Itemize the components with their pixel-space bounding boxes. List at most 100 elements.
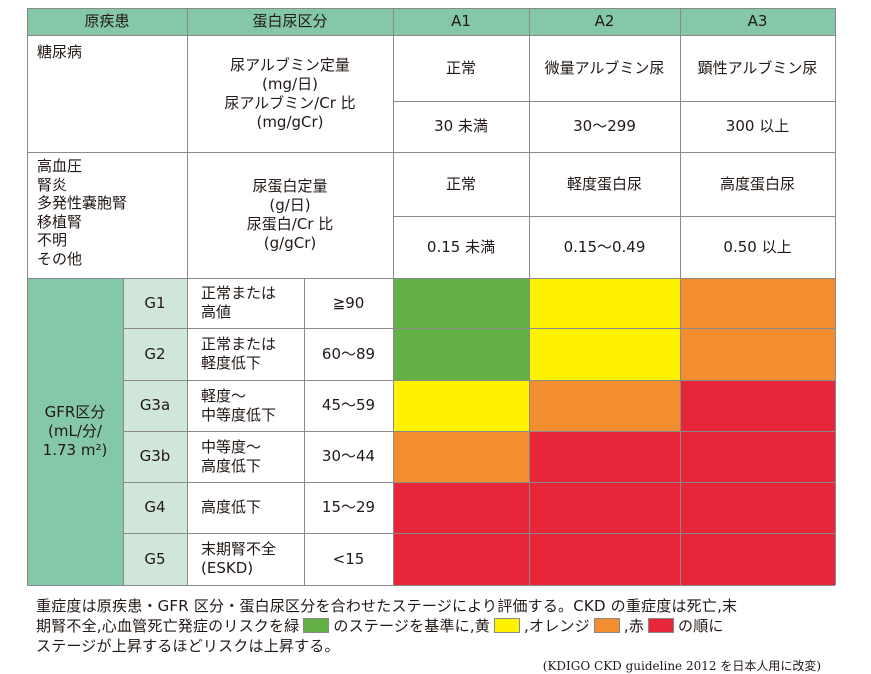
albumin-a1-range: 30 未満 [393, 101, 529, 152]
gfr-stage-g5: G5 [123, 533, 187, 585]
gfr-range-g3b: 30〜44 [304, 431, 393, 482]
disease-other-3: 多発性嚢胞腎 [37, 194, 128, 212]
border-albumin-mid [393, 101, 835, 102]
risk-cell-g1-a1 [393, 278, 529, 328]
risk-cell-g3b-a1 [393, 431, 529, 482]
protein-a2-label: 軽度蛋白尿 [529, 152, 680, 216]
gfr-row-divider [123, 380, 835, 381]
risk-cell-g3a-a1 [393, 380, 529, 431]
measure-albumin-line4: (mg/gCr) [256, 112, 324, 131]
border-top [27, 8, 835, 9]
gfr-stage-g3a: G3a [123, 380, 187, 431]
border-diabetes-bottom [27, 152, 835, 153]
gfr-desc-g4: 高度低下 [187, 482, 304, 533]
measure-albumin: 尿アルブミン定量 (mg/日) 尿アルブミン/Cr 比 (mg/gCr) [187, 35, 393, 152]
border-right [835, 8, 836, 585]
risk-cell-g3a-a2 [529, 380, 680, 431]
border-col1 [187, 8, 188, 278]
gfr-range-g1: ≧90 [304, 278, 393, 328]
disease-other-1: 高血圧 [37, 157, 83, 175]
gfr-stage-g2: G2 [123, 328, 187, 380]
gfr-desc-g3b: 中等度〜 高度低下 [187, 431, 304, 482]
gfr-row-divider [123, 431, 835, 432]
albumin-a2-range: 30〜299 [529, 101, 680, 152]
protein-a3-range: 0.50 以上 [680, 216, 835, 278]
green-swatch [303, 618, 330, 633]
disease-other-list: 高血圧 腎炎 多発性嚢胞腎 移植腎 不明 その他 [27, 152, 187, 278]
protein-a1-label: 正常 [393, 152, 529, 216]
note-line2-part2: のステージを基準に,黄 [333, 617, 491, 635]
disease-other-6: その他 [37, 249, 83, 268]
gfr-stage-g4: G4 [123, 482, 187, 533]
risk-cell-g1-a2 [529, 278, 680, 328]
gfr-category-label: GFR区分 (mL/分/ 1.73 m²) [27, 278, 123, 585]
header-disease: 原疾患 [27, 8, 187, 35]
note-line2-part3: ,オレンジ [524, 617, 590, 635]
risk-cell-g3a-a3 [680, 380, 835, 431]
border-bottom [27, 585, 835, 586]
measure-protein-line1: 尿蛋白定量 [252, 177, 328, 195]
gfr-stage-g3b: G3b [123, 431, 187, 482]
border-col3 [529, 8, 530, 585]
risk-cell-g2-a3 [680, 328, 835, 380]
gfr-label-line1: GFR区分 [44, 403, 106, 421]
measure-protein: 尿蛋白定量 (g/日) 尿蛋白/Cr 比 (g/gCr) [187, 152, 393, 278]
risk-cell-g5-a3 [680, 533, 835, 585]
albumin-a3-range: 300 以上 [680, 101, 835, 152]
risk-cell-g4-a3 [680, 482, 835, 533]
measure-protein-line4: (g/gCr) [263, 234, 317, 252]
yellow-swatch [494, 618, 521, 633]
risk-cell-g4-a2 [529, 482, 680, 533]
risk-cell-g5-a2 [529, 533, 680, 585]
border-left [27, 8, 28, 585]
border-col2 [393, 8, 394, 585]
protein-a2-range: 0.15〜0.49 [529, 216, 680, 278]
explanatory-note: 重症度は原疾患・GFR 区分・蛋白尿区分を合わせたステージにより評価する。CKD… [36, 596, 836, 656]
red-swatch [648, 618, 674, 633]
source-citation: (KDIGO CKD guideline 2012 を日本人用に改変) [542, 659, 821, 673]
gfr-desc-g3a: 軽度〜 中等度低下 [187, 380, 304, 431]
gfr-range-g3a: 45〜59 [304, 380, 393, 431]
orange-swatch [593, 618, 620, 633]
albumin-a3-label: 顕性アルブミン尿 [680, 35, 835, 101]
risk-cell-g2-a1 [393, 328, 529, 380]
border-gfr-stage [187, 278, 188, 585]
risk-cell-g3b-a3 [680, 431, 835, 482]
disease-other-5: 不明 [37, 231, 68, 249]
header-a3: A3 [680, 8, 835, 35]
note-line2-part1: 期腎不全,心血管死亡発症のリスクを緑 [36, 617, 300, 635]
border-protein-mid [393, 216, 835, 217]
gfr-row-divider [123, 533, 835, 534]
gfr-label-line2: (mL/分/ [48, 422, 102, 440]
albumin-a2-label: 微量アルブミン尿 [529, 35, 680, 101]
disease-other-4: 移植腎 [37, 212, 83, 231]
note-line2-part4: ,赤 [623, 617, 644, 635]
note-line2-part5: の順に [678, 617, 724, 635]
risk-cell-g5-a1 [393, 533, 529, 585]
note-line2: 期腎不全,心血管死亡発症のリスクを緑 のステージを基準に,黄 ,オレンジ ,赤 の順に [36, 616, 836, 636]
gfr-range-g5: <15 [304, 533, 393, 585]
note-line3: ステージが上昇するほどリスクは上昇する。 [36, 637, 340, 655]
risk-cell-g2-a2 [529, 328, 680, 380]
gfr-row-divider [123, 328, 835, 329]
measure-albumin-line2: (mg/日) [262, 74, 318, 93]
gfr-desc-g2: 正常または 軽度低下 [187, 328, 304, 380]
measure-albumin-line3: 尿アルブミン/Cr 比 [224, 93, 356, 112]
border-header [27, 35, 835, 36]
header-proteinuria: 蛋白尿区分 [187, 8, 393, 35]
risk-cell-g4-a1 [393, 482, 529, 533]
header-a2: A2 [529, 8, 680, 35]
protein-a1-range: 0.15 未満 [393, 216, 529, 278]
measure-protein-line3: 尿蛋白/Cr 比 [246, 215, 334, 233]
gfr-range-g2: 60〜89 [304, 328, 393, 380]
gfr-label-line3: 1.73 m²) [42, 441, 108, 459]
gfr-desc-g1: 正常または 高値 [187, 278, 304, 328]
measure-albumin-line1: 尿アルブミン定量 [230, 55, 350, 74]
border-col4 [680, 8, 681, 585]
gfr-desc-g5: 末期腎不全 (ESKD) [187, 533, 304, 585]
header-a1: A1 [393, 8, 529, 35]
disease-other-2: 腎炎 [37, 175, 68, 194]
albumin-a1-label: 正常 [393, 35, 529, 101]
risk-cell-g3b-a2 [529, 431, 680, 482]
